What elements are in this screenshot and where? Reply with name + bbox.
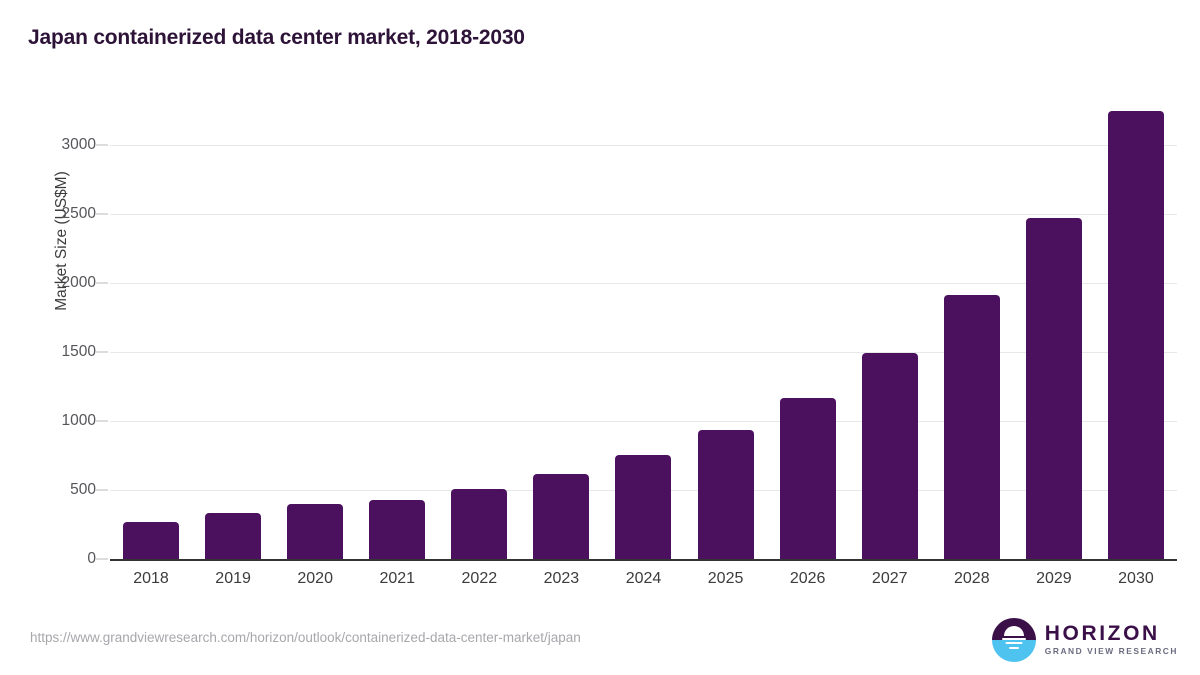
- x-tick-label-2021: 2021: [379, 570, 416, 587]
- horizon-sun-icon: [991, 618, 1036, 662]
- page-title: Japan containerized data center market, …: [28, 26, 525, 49]
- y-tick-mark-2000: [96, 282, 108, 284]
- x-tick-label-2019: 2019: [215, 570, 251, 587]
- x-tick-label-2018: 2018: [133, 570, 169, 587]
- logo-tagline: GRAND VIEW RESEARCH: [1044, 646, 1178, 657]
- logo-bottom-half: [991, 640, 1036, 662]
- y-tick-label-500: 500: [70, 481, 96, 498]
- bar-series: 2018 2019 2020 2021 2022 2023 2024 2025 2026 2027…: [110, 0, 1177, 675]
- x-tick-label-2026: 2026: [789, 570, 826, 587]
- bar-group-2026: 2026: [767, 0, 849, 675]
- logo-text-block: HORIZON GRAND VIEW RESEARCH: [1044, 622, 1178, 657]
- bar-2027[interactable]: [861, 353, 918, 559]
- logo-ray-3: [1008, 646, 1019, 649]
- y-tick-mark-1000: [96, 420, 108, 422]
- y-tick-label-1500: 1500: [61, 343, 96, 360]
- gridline-2500: [110, 214, 1177, 215]
- bar-group-2030: 2030: [1095, 0, 1177, 675]
- horizon-logo[interactable]: HORIZON GRAND VIEW RESEARCH: [991, 617, 1178, 663]
- x-tick-label-2020: 2020: [297, 570, 333, 587]
- logo-sun-shape: [1003, 626, 1024, 636]
- y-axis-title: Market Size (US$M): [53, 171, 70, 311]
- x-tick-label-2024: 2024: [625, 570, 662, 587]
- gridline-1000: [110, 421, 1177, 422]
- x-tick-label-2030: 2030: [1118, 570, 1154, 587]
- bar-group-2028: 2028: [931, 0, 1013, 675]
- gridline-2000: [110, 283, 1177, 284]
- bar-2026[interactable]: [779, 397, 836, 559]
- bar-group-2029: 2029: [1013, 0, 1095, 675]
- bar-2028[interactable]: [943, 295, 1000, 559]
- y-tick-label-0: 0: [87, 550, 96, 567]
- bar-2029[interactable]: [1025, 218, 1082, 559]
- y-tick-label-2500: 2500: [61, 205, 96, 222]
- bar-2019[interactable]: [205, 513, 262, 559]
- x-tick-label-2025: 2025: [707, 570, 744, 587]
- bar-group-2023: 2023: [520, 0, 602, 675]
- bar-group-2020: 2020: [274, 0, 356, 675]
- logo-ray-2: [1005, 642, 1023, 644]
- bar-group-2025: 2025: [685, 0, 767, 675]
- x-tick-label-2029: 2029: [1036, 570, 1072, 587]
- bar-group-2019: 2019: [192, 0, 274, 675]
- bar-2024[interactable]: [615, 454, 672, 559]
- bar-2020[interactable]: [287, 503, 344, 559]
- logo-name: HORIZON: [1044, 622, 1160, 646]
- gridline-0: [110, 559, 1177, 561]
- bar-group-2024: 2024: [602, 0, 684, 675]
- gridline-3000: [110, 145, 1177, 146]
- source-url[interactable]: https://www.grandviewresearch.com/horizo…: [30, 630, 581, 645]
- y-tick-label-1000: 1000: [61, 412, 96, 429]
- bar-2022[interactable]: [451, 488, 508, 559]
- x-tick-label-2027: 2027: [871, 570, 908, 587]
- bar-2023[interactable]: [533, 474, 590, 559]
- x-tick-label-2023: 2023: [543, 570, 580, 587]
- y-tick-mark-1500: [96, 351, 108, 353]
- y-tick-mark-3000: [96, 144, 108, 146]
- y-tick-mark-0: [96, 558, 108, 560]
- gridline-1500: [110, 352, 1177, 353]
- bar-2030[interactable]: [1107, 110, 1164, 559]
- bar-group-2021: 2021: [356, 0, 438, 675]
- bar-group-2018: 2018: [110, 0, 192, 675]
- logo-ray-1: [1001, 637, 1026, 640]
- y-tick-mark-500: [96, 489, 108, 491]
- x-tick-label-2022: 2022: [461, 570, 498, 587]
- bar-group-2027: 2027: [849, 0, 931, 675]
- y-tick-label-2000: 2000: [61, 274, 96, 291]
- bar-2018[interactable]: [123, 521, 180, 559]
- bar-2021[interactable]: [369, 500, 426, 559]
- y-tick-mark-2500: [96, 213, 108, 215]
- bar-group-2022: 2022: [438, 0, 520, 675]
- y-tick-label-3000: 3000: [61, 136, 96, 153]
- bar-2025[interactable]: [697, 429, 754, 559]
- x-tick-label-2028: 2028: [954, 570, 990, 587]
